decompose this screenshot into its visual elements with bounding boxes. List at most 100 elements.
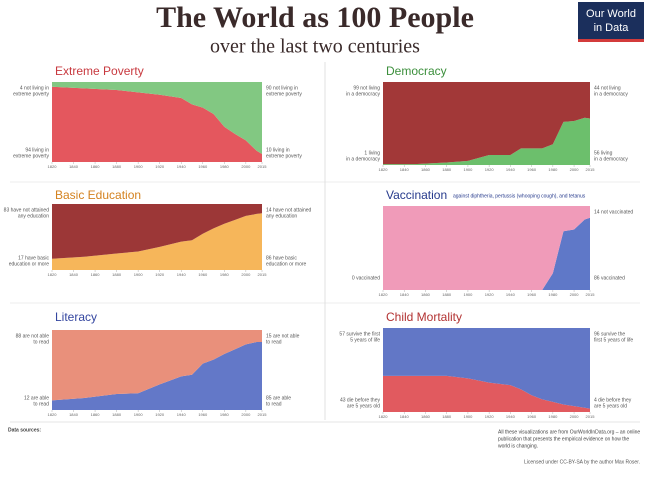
area <box>383 375 590 412</box>
x-tick-label: 1880 <box>112 272 122 277</box>
x-tick-label: 1960 <box>527 414 537 419</box>
x-tick-label: 1980 <box>220 272 230 277</box>
x-tick-label: 1820 <box>48 164 58 169</box>
area <box>52 213 262 270</box>
x-tick-label: 2015 <box>258 272 268 277</box>
x-tick-label: 1900 <box>463 292 473 297</box>
x-tick-label: 1940 <box>177 412 187 417</box>
x-tick-label: 1900 <box>134 272 144 277</box>
chart-title: Vaccination <box>386 188 447 202</box>
x-tick-label: 1960 <box>198 164 208 169</box>
about-text: All these visualizations are from OurWor… <box>498 429 640 435</box>
annotation: 15 are not able <box>266 333 300 339</box>
annotation: 90 not living in <box>266 85 298 91</box>
annotation: in a democracy <box>346 156 380 162</box>
x-tick-label: 2000 <box>570 167 580 172</box>
about-text: world is changing. <box>498 443 538 449</box>
x-tick-label: 2000 <box>570 292 580 297</box>
annotation: 83 have not attained <box>4 207 50 213</box>
x-tick-label: 1900 <box>463 414 473 419</box>
x-tick-label: 1880 <box>442 414 452 419</box>
x-tick-label: 2015 <box>586 292 596 297</box>
area <box>52 342 262 410</box>
x-tick-label: 1960 <box>198 272 208 277</box>
x-tick-label: 1940 <box>177 272 187 277</box>
x-tick-label: 1900 <box>463 167 473 172</box>
about-text: publication that presents the empirical … <box>498 436 629 442</box>
x-tick-label: 1920 <box>155 412 165 417</box>
x-tick-label: 1820 <box>379 167 389 172</box>
x-tick-label: 2015 <box>258 164 268 169</box>
annotation: 14 not vaccinated <box>594 209 633 215</box>
sources-label: Data sources: <box>8 427 41 433</box>
x-tick-label: 1960 <box>527 292 537 297</box>
x-tick-label: 1980 <box>548 167 558 172</box>
x-tick-label: 1940 <box>506 167 516 172</box>
annotation: 0 vaccinated <box>352 275 380 281</box>
x-tick-label: 1900 <box>134 164 144 169</box>
annotation: 1 living <box>364 150 380 156</box>
logo-text: in Data <box>594 22 630 34</box>
annotation: to read <box>266 339 282 345</box>
annotation: extreme poverty <box>13 153 49 159</box>
page-title: The World as 100 People <box>156 1 474 34</box>
x-tick-label: 1920 <box>485 292 495 297</box>
x-tick-label: 1980 <box>548 414 558 419</box>
x-tick-label: 2000 <box>570 414 580 419</box>
annotation: in a democracy <box>594 91 628 97</box>
x-tick-label: 1920 <box>155 164 165 169</box>
x-tick-label: 1860 <box>421 167 431 172</box>
annotation: 10 living in <box>266 147 290 153</box>
area <box>383 206 590 290</box>
x-tick-label: 1820 <box>379 414 389 419</box>
annotation: 44 not living <box>594 85 621 91</box>
license-text: Licensed under CC-BY-SA by the author Ma… <box>524 459 640 465</box>
x-tick-label: 1880 <box>442 167 452 172</box>
annotation: in a democracy <box>346 91 380 97</box>
annotation: education or more <box>9 261 50 267</box>
annotation: in a democracy <box>594 156 628 162</box>
x-tick-label: 2000 <box>241 412 251 417</box>
annotation: any education <box>266 213 297 219</box>
x-tick-label: 1900 <box>134 412 144 417</box>
annotation: to read <box>33 339 49 345</box>
logo-box <box>578 2 644 42</box>
annotation: first 5 years of life <box>594 337 633 343</box>
annotation: education or more <box>266 261 307 267</box>
annotation: 17 have basic <box>18 255 49 261</box>
x-tick-label: 1920 <box>485 167 495 172</box>
x-tick-label: 2000 <box>241 164 251 169</box>
annotation: 86 vaccinated <box>594 275 625 281</box>
annotation: 85 are able <box>266 395 291 401</box>
page-subtitle: over the last two centuries <box>210 36 420 58</box>
x-tick-label: 2015 <box>586 167 596 172</box>
x-tick-label: 1860 <box>91 412 101 417</box>
x-tick-label: 1840 <box>69 272 79 277</box>
x-tick-label: 1980 <box>220 164 230 169</box>
area <box>52 330 262 401</box>
chart-title: Child Mortality <box>386 310 462 324</box>
area <box>383 328 590 409</box>
area <box>383 217 590 290</box>
x-tick-label: 1920 <box>155 272 165 277</box>
annotation: 12 are able <box>24 395 49 401</box>
annotation: to read <box>266 401 282 407</box>
annotation: extreme poverty <box>266 91 302 97</box>
x-tick-label: 1980 <box>220 412 230 417</box>
annotation: are 5 years old <box>347 403 380 409</box>
chart-title: Literacy <box>55 310 97 324</box>
annotation: any education <box>18 213 49 219</box>
annotation: 5 years of life <box>350 337 380 343</box>
annotation: 4 not living in <box>20 85 49 91</box>
area <box>52 86 262 162</box>
x-tick-label: 2000 <box>241 272 251 277</box>
x-tick-label: 1940 <box>506 414 516 419</box>
x-tick-label: 2015 <box>586 414 596 419</box>
x-tick-label: 1960 <box>198 412 208 417</box>
chart-title: Basic Education <box>55 188 141 202</box>
annotation: 4 die before they <box>594 397 632 403</box>
x-tick-label: 1840 <box>400 167 410 172</box>
annotation: 14 have not attained <box>266 207 312 213</box>
annotation: 57 survive the first <box>339 331 380 337</box>
